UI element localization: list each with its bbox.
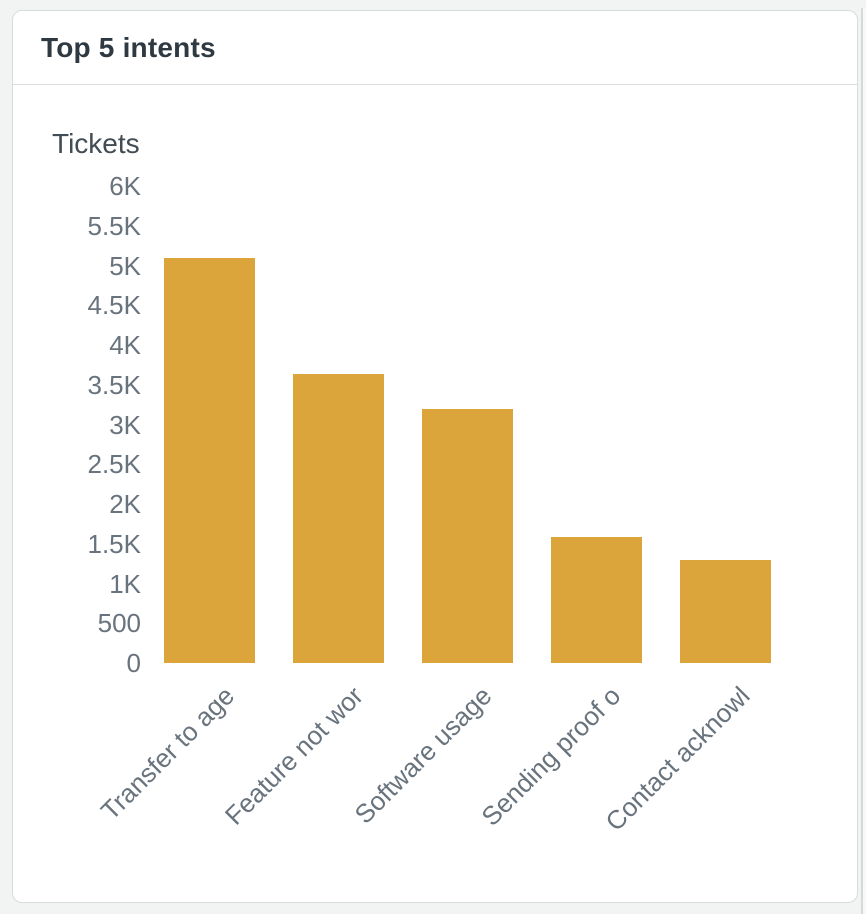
- bar-contact-acknowl[interactable]: [679, 559, 771, 663]
- y-axis: 6K 5.5K 5K 4.5K 4K 3.5K 3K 2.5K 2K 1.5K 1K 500 0: [13, 11, 857, 902]
- x-category-label-transfer-to-age: Transfer to age: [94, 680, 240, 826]
- adjacent-card-surface: [863, 8, 866, 914]
- bar-transfer-to-age[interactable]: [163, 257, 255, 663]
- y-tick-label-2k: 2K: [109, 489, 141, 519]
- y-axis-title: Tickets: [52, 128, 140, 159]
- plot-area: [13, 11, 857, 902]
- y-tick-label-1k: 1K: [109, 568, 141, 599]
- adjacent-card-edge: [861, 8, 863, 914]
- x-category-label-feature-not-wor: Feature not wor: [218, 680, 369, 831]
- x-axis: Transfer to age Feature not wor Software u…: [13, 11, 857, 902]
- y-tick-label-5-5k: 5.5K: [87, 210, 142, 241]
- y-tick-label-4k: 4K: [109, 330, 141, 360]
- x-category-label-contact-acknowl: Contact acknowl: [599, 680, 756, 837]
- x-category-label-software-usage: Software usage: [348, 680, 498, 830]
- y-tick-label-1-5k: 1.5K: [87, 528, 142, 559]
- y-tick-label-500: 500: [97, 608, 141, 639]
- y-tick-label-3-5k: 3.5K: [87, 369, 142, 400]
- y-tick-label-0: 0: [126, 648, 141, 678]
- y-tick-label-3k: 3K: [109, 409, 141, 440]
- y-tick-label-5k: 5K: [109, 250, 141, 281]
- card-title: Top 5 intents: [41, 31, 216, 63]
- bar-software-usage[interactable]: [421, 409, 513, 663]
- bar-feature-not-wor[interactable]: [292, 374, 384, 663]
- card-header: Top 5 intents: [13, 11, 857, 85]
- top-intents-card: Top 5 intents Tickets 6K 5.5K 5K 4.5K 4K 3.5K…: [12, 10, 858, 903]
- top-intents-bar-chart: Tickets 6K 5.5K 5K 4.5K 4K 3.5K 3K 2.5K 2K 1.5K 1K…: [13, 11, 857, 902]
- y-tick-label-2-5k: 2.5K: [87, 449, 142, 480]
- x-category-label-sending-proof-o: Sending proof o: [475, 680, 627, 832]
- y-tick-label-4-5k: 4.5K: [87, 290, 142, 321]
- bar-sending-proof-o[interactable]: [550, 536, 642, 663]
- y-tick-label-6k: 6K: [109, 171, 141, 201]
